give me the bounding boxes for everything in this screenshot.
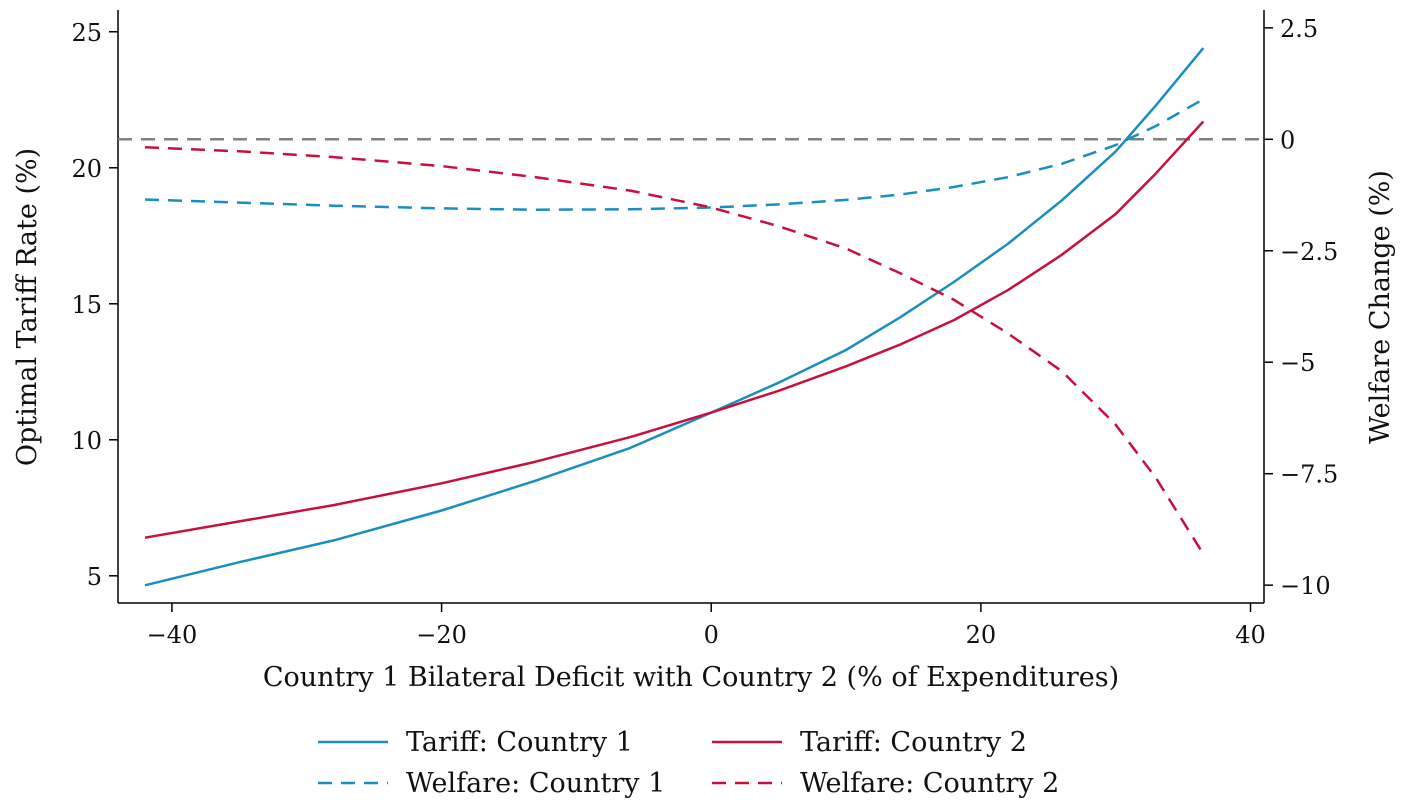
x-tick-label: −40 bbox=[147, 621, 198, 649]
series-line-tariff-country-1 bbox=[144, 47, 1205, 587]
y-left-tick-label: 20 bbox=[71, 155, 102, 183]
series-line-welfare-country-2 bbox=[144, 146, 1205, 555]
y-right-tick-label: −7.5 bbox=[1280, 461, 1338, 489]
axes bbox=[117, 10, 1265, 604]
legend-label-welfare-country-1: Welfare: Country 1 bbox=[406, 768, 665, 799]
series-layer bbox=[144, 47, 1205, 587]
y-left-tick-label: 15 bbox=[71, 291, 102, 319]
y-axis-label-right: Welfare Change (%) bbox=[1365, 170, 1396, 444]
x-tick-label: 20 bbox=[966, 621, 997, 649]
ticks: −40 −20 0 20 40 5 10 15 20 25 2.5 0 −2.5 −5 −7.5 −10 bbox=[71, 15, 1338, 649]
y-right-tick-label: −5 bbox=[1280, 349, 1315, 377]
y-right-tick-label: 0 bbox=[1280, 126, 1295, 154]
legend: Tariff: Country 1 Tariff: Country 2 Welf… bbox=[318, 727, 1059, 799]
x-axis-label: Country 1 Bilateral Deficit with Country… bbox=[263, 662, 1119, 693]
y-right-tick-label: 2.5 bbox=[1280, 15, 1318, 43]
y-left-tick-label: 5 bbox=[87, 563, 102, 591]
legend-label-tariff-country-2: Tariff: Country 2 bbox=[800, 727, 1027, 758]
legend-label-tariff-country-1: Tariff: Country 1 bbox=[406, 727, 633, 758]
y-axis-label-left: Optimal Tariff Rate (%) bbox=[12, 148, 43, 466]
x-tick-label: 0 bbox=[704, 621, 719, 649]
legend-label-welfare-country-2: Welfare: Country 2 bbox=[800, 768, 1059, 799]
series-line-tariff-country-2 bbox=[144, 120, 1205, 539]
x-tick-label: −20 bbox=[416, 621, 467, 649]
y-left-tick-label: 25 bbox=[71, 19, 102, 47]
series-line-welfare-country-1 bbox=[144, 98, 1204, 211]
y-left-tick-label: 10 bbox=[71, 427, 102, 455]
y-right-tick-label: −2.5 bbox=[1280, 238, 1338, 266]
x-tick-label: 40 bbox=[1235, 621, 1266, 649]
y-right-tick-label: −10 bbox=[1280, 572, 1331, 600]
